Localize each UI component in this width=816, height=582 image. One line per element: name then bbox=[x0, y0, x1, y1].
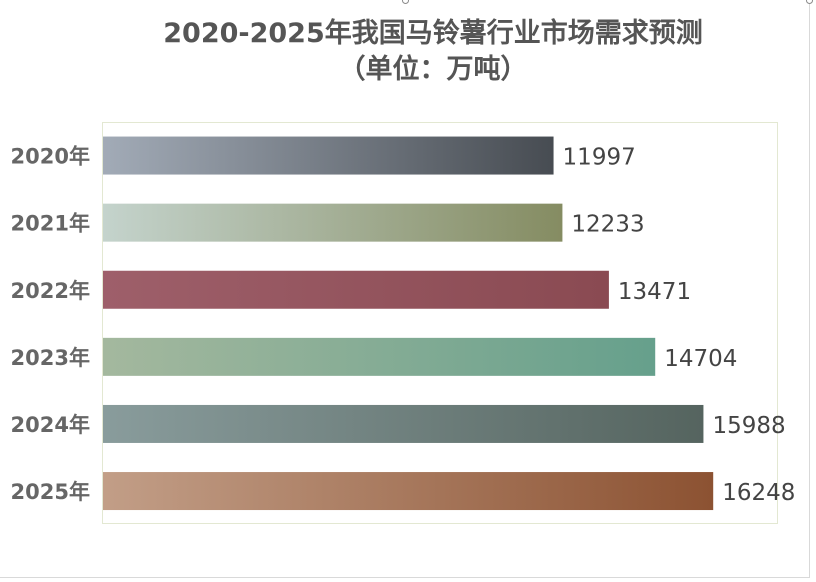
category-label-3: 2023年 bbox=[11, 346, 90, 370]
data-label-5: 16248 bbox=[722, 480, 795, 506]
data-label-0: 11997 bbox=[563, 145, 636, 171]
category-label-0: 2020年 bbox=[11, 145, 90, 169]
data-label-2: 13471 bbox=[618, 279, 691, 305]
bar-3[interactable] bbox=[103, 337, 656, 376]
bar-2[interactable] bbox=[103, 270, 609, 309]
bar-1[interactable] bbox=[103, 203, 563, 242]
chart-subtitle-unit: （单位：万吨） bbox=[338, 54, 528, 85]
category-label-2: 2022年 bbox=[11, 279, 90, 303]
category-label-1: 2021年 bbox=[11, 212, 90, 236]
resize-handle-top-right[interactable] bbox=[806, 0, 813, 4]
data-label-4: 15988 bbox=[712, 413, 785, 439]
plot-area bbox=[102, 122, 778, 524]
data-label-1: 12233 bbox=[571, 212, 644, 238]
resize-handle-top[interactable] bbox=[402, 0, 409, 4]
category-label-4: 2024年 bbox=[11, 413, 90, 437]
bar-5[interactable] bbox=[103, 472, 714, 511]
category-label-5: 2025年 bbox=[11, 480, 90, 504]
chart-title: 2020-2025年我国马铃薯行业市场需求预测 bbox=[163, 18, 703, 49]
data-label-3: 14704 bbox=[664, 346, 737, 372]
bar-0[interactable] bbox=[103, 136, 554, 175]
bar-4[interactable] bbox=[103, 404, 704, 443]
